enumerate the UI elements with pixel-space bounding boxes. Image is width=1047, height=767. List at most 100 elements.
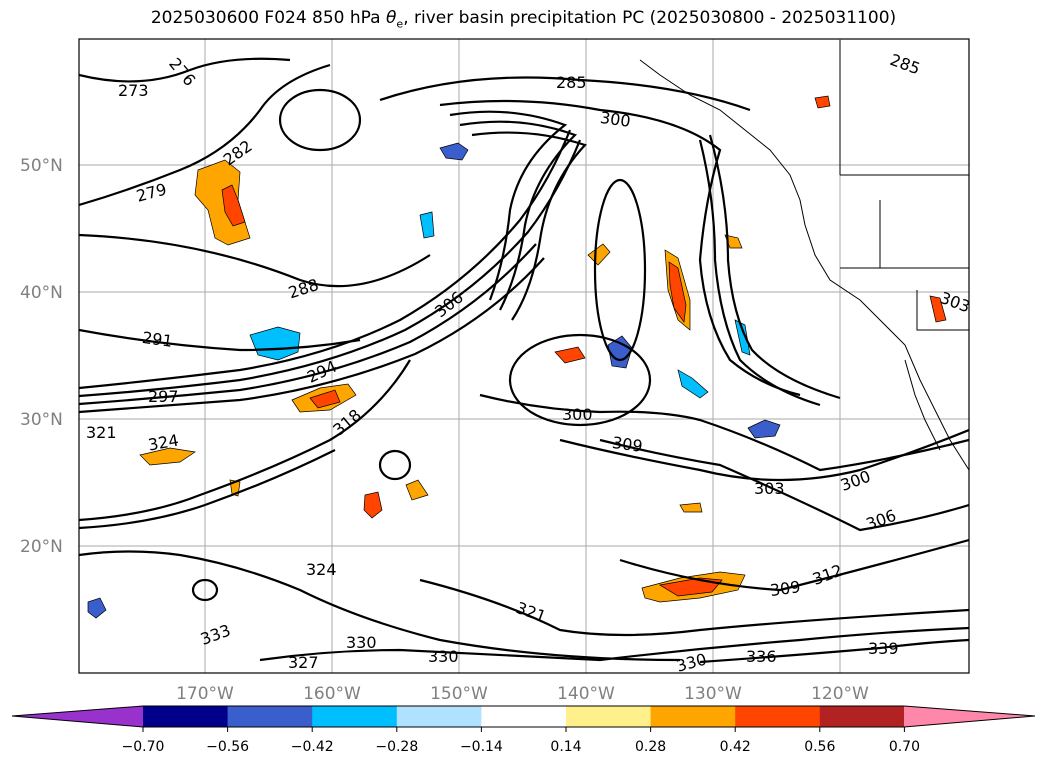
contour-jet-5 [79, 359, 411, 522]
coastline-baja [904, 359, 941, 451]
contour-label-336: 336 [746, 647, 777, 666]
title-suffix: , river basin precipitation PC (20250308… [403, 8, 897, 28]
contour-label-291: 291 [141, 328, 174, 351]
precip-patch-blue-3 [607, 335, 633, 369]
contour-300-south [479, 393, 969, 472]
state-border-4 [916, 290, 969, 331]
lat-labels: 50°N 40°N 30°N 20°N [20, 156, 63, 557]
colorbar-segment-8 [735, 706, 821, 727]
contour-label-300-n: 300 [599, 108, 632, 131]
contour-292-band1 [449, 110, 568, 301]
contour-label-303: 303 [754, 479, 785, 498]
contour-label-321: 321 [86, 423, 117, 442]
contour-jet-2 [79, 139, 582, 398]
contour-321 [419, 578, 969, 637]
contour-330 [79, 550, 681, 662]
colorbar-segment-1 [143, 706, 229, 727]
precip-patch-red-2 [309, 389, 341, 409]
precip-patch-orange-7 [363, 491, 383, 519]
lat-label-20n: 20°N [20, 537, 63, 557]
colorbar-segment-2 [227, 706, 313, 727]
lon-label-140w: 140°W [557, 684, 615, 704]
colorbar-segment-7 [650, 706, 736, 727]
lon-label-170w: 170°W [176, 684, 234, 704]
contour-closed-5 [278, 88, 362, 152]
contour-303 [559, 428, 969, 482]
colorbar-tick-label: 0.56 [804, 739, 835, 755]
precip-patch-blue-6 [734, 319, 751, 356]
contour-band4 [698, 139, 821, 407]
contour-327 [259, 626, 969, 662]
contour-band3 [471, 131, 587, 321]
colorbar-right-extend [904, 706, 1035, 727]
precip-patch-blue-sw [87, 597, 107, 619]
contour-label-330: 330 [346, 633, 377, 652]
colorbar-segment-5 [481, 706, 567, 727]
colorbar-tick-label: 0.42 [720, 739, 751, 755]
lat-label-50n: 50°N [20, 156, 63, 176]
precip-patch-red-ne [814, 95, 831, 109]
contour-closed-4 [191, 578, 219, 602]
coastline-north-america [639, 59, 969, 471]
lon-labels: 170°W 160°W 150°W 140°W 130°W 120°W [176, 684, 869, 704]
precip-patch-blue-7 [419, 211, 435, 239]
contour-closed-2 [508, 333, 652, 427]
contour-288 [79, 233, 431, 288]
precip-patch-blue-2 [439, 142, 469, 161]
contour-label-273: 273 [118, 81, 149, 100]
contour-label-324b: 324 [306, 560, 337, 579]
precip-patch-orange-8 [405, 479, 429, 501]
contour-closed-3 [378, 449, 412, 481]
lat-label-30n: 30°N [20, 410, 63, 430]
colorbar-segments [143, 706, 905, 727]
colorbar-tick-label: −0.14 [460, 739, 503, 755]
contour-label-330b: 330 [428, 647, 459, 666]
contour-279 [79, 63, 331, 207]
lon-label-130w: 130°W [684, 684, 742, 704]
precip-patch-blue-4 [677, 369, 709, 399]
contour-jet-4 [79, 257, 545, 414]
precip-patch-blue-1 [249, 326, 301, 361]
title-prefix: 2025030600 F024 850 hPa [150, 8, 386, 28]
contour-band2 [459, 120, 577, 311]
precip-patches [87, 95, 947, 619]
contour-309 [599, 438, 969, 532]
contour-label-297: 297 [148, 387, 179, 406]
contour-273 [79, 57, 291, 83]
precip-patch-red-nw [221, 184, 246, 227]
contour-jet-1 [79, 129, 572, 390]
colorbar-tick-label: 0.14 [550, 739, 581, 755]
map-frame [78, 38, 970, 674]
colorbar-ticks: −0.70 −0.56 −0.42 −0.28 −0.14 0.14 0.28 0.42 0.5… [122, 727, 920, 755]
colorbar-tick-label: −0.42 [291, 739, 334, 755]
colorbar-left-extend [12, 706, 143, 727]
colorbar-segment-9 [819, 706, 905, 727]
contour-jet-6 [79, 449, 336, 530]
contour-300-north [439, 99, 801, 397]
contour-closed-1 [593, 178, 647, 362]
map-panel [79, 39, 969, 673]
colorbar: −0.70 −0.56 −0.42 −0.28 −0.14 0.14 0.28 0.42 0.5… [11, 705, 1036, 755]
contour-291 [79, 328, 361, 352]
theta-e-contours [79, 57, 969, 664]
contour-label-327: 327 [288, 653, 319, 672]
precip-patch-red-east [929, 295, 947, 323]
contour-label-309b: 309 [769, 577, 802, 600]
lon-label-150w: 150°W [430, 684, 488, 704]
lon-label-160w: 160°W [303, 684, 361, 704]
colorbar-tick-label: −0.56 [206, 739, 249, 755]
colorbar-tick-label: −0.28 [375, 739, 418, 755]
theta-subscript: e [396, 17, 404, 31]
theta-symbol: θ [386, 8, 397, 28]
contour-jet-3 [79, 243, 537, 406]
lat-label-40n: 40°N [20, 283, 63, 303]
colorbar-tick-label: 0.28 [635, 739, 666, 755]
contour-label-285: 285 [556, 73, 587, 92]
colorbar-tick-label: 0.70 [889, 739, 920, 755]
map-title: 2025030600 F024 850 hPa θe, river basin … [0, 8, 1047, 30]
colorbar-segment-3 [312, 706, 398, 727]
graticule [79, 39, 969, 673]
colorbar-segment-6 [566, 706, 652, 727]
precip-patch-orange-3 [554, 346, 586, 364]
